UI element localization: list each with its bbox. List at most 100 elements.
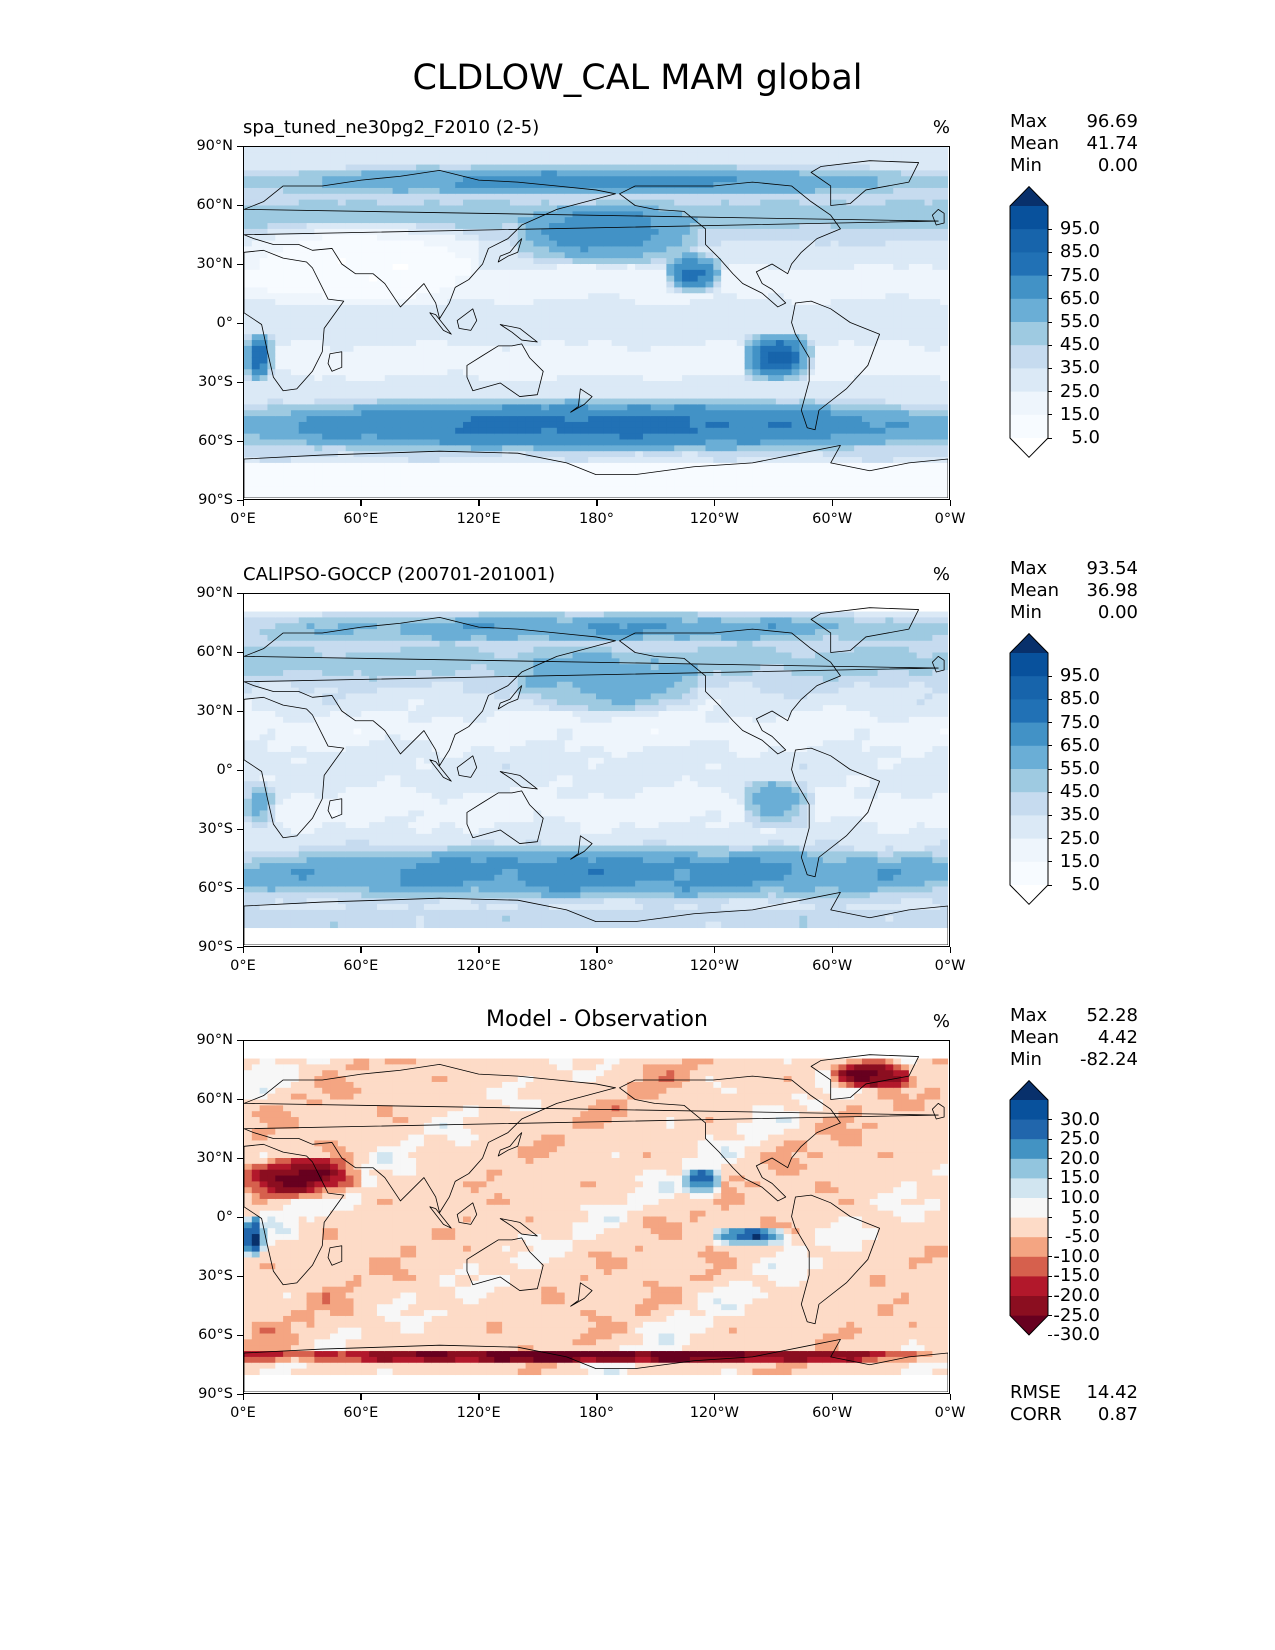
heatmap-cell	[572, 439, 581, 446]
heatmap-cell	[682, 375, 691, 382]
heatmap-cell	[494, 164, 503, 171]
heatmap-cell	[744, 462, 754, 470]
heatmap-cell	[556, 170, 566, 177]
heatmap-cell	[775, 474, 785, 482]
heatmap-cell	[384, 451, 394, 458]
heatmap-cell	[775, 228, 785, 236]
heatmap-cell	[580, 199, 589, 207]
heatmap-cell	[861, 287, 871, 294]
heatmap-cell	[877, 375, 887, 382]
heatmap-cell	[650, 211, 660, 218]
heatmap-cell	[807, 217, 816, 224]
heatmap-cell	[384, 205, 394, 212]
heatmap-cell	[713, 264, 722, 271]
heatmap-cell	[815, 223, 824, 230]
heatmap-cell	[463, 468, 472, 476]
heatmap-cell	[697, 439, 707, 446]
heatmap-cell	[423, 345, 433, 353]
heatmap-cell	[697, 322, 707, 329]
heatmap-cell	[768, 164, 777, 171]
heatmap-cell	[517, 474, 527, 482]
heatmap-cell	[517, 357, 527, 365]
heatmap-cell	[822, 322, 832, 329]
heatmap-cell	[322, 363, 331, 370]
heatmap-cell	[376, 486, 386, 493]
heatmap-cell	[619, 340, 628, 347]
heatmap-cell	[705, 334, 714, 341]
heatmap-cell	[635, 486, 644, 493]
heatmap-cell	[830, 228, 840, 236]
heatmap-cell	[251, 240, 261, 248]
heatmap-cell	[322, 392, 331, 400]
heatmap-cell	[330, 275, 339, 283]
heatmap-cell	[384, 492, 394, 498]
heatmap-cell	[822, 316, 832, 324]
heatmap-cell	[431, 468, 441, 476]
heatmap-cell	[760, 193, 769, 201]
heatmap-cell	[869, 228, 879, 236]
heatmap-cell	[463, 304, 472, 312]
heatmap-cell	[736, 152, 746, 160]
heatmap-cell	[619, 410, 628, 417]
heatmap-cell	[768, 199, 777, 207]
heatmap-cell	[838, 152, 847, 160]
heatmap-cell	[705, 234, 714, 242]
heatmap-cell	[830, 433, 840, 441]
heatmap-cell	[854, 240, 863, 248]
heatmap-cell	[502, 176, 511, 183]
heatmap-cell	[728, 164, 738, 171]
heatmap-cell	[728, 258, 738, 265]
heatmap-cell	[666, 433, 675, 441]
heatmap-cell	[838, 445, 847, 452]
heatmap-cell	[854, 281, 863, 288]
heatmap-cell	[697, 211, 707, 218]
heatmap-cell	[869, 182, 879, 189]
heatmap-cell	[251, 351, 261, 359]
heatmap-cell	[330, 264, 339, 271]
heatmap-cell	[603, 492, 613, 498]
heatmap-cell	[713, 328, 722, 335]
heatmap-cell	[251, 176, 261, 183]
heatmap-cell	[682, 275, 691, 283]
heatmap-cell	[721, 369, 730, 376]
heatmap-cell	[517, 492, 527, 498]
heatmap-cell	[470, 340, 480, 347]
heatmap-cell	[439, 264, 448, 271]
heatmap-cell	[251, 228, 261, 236]
heatmap-cell	[556, 416, 566, 423]
heatmap-cell	[416, 445, 425, 452]
heatmap-cell	[705, 252, 714, 259]
heatmap-cell	[854, 334, 863, 341]
heatmap-cell	[337, 310, 347, 318]
heatmap-cell	[642, 147, 652, 154]
heatmap-cell	[275, 386, 284, 394]
heatmap-cell	[830, 381, 840, 388]
heatmap-cell	[486, 334, 495, 341]
heatmap-cell	[650, 457, 660, 464]
heatmap-cell	[736, 369, 746, 376]
heatmap-cell	[376, 462, 386, 470]
heatmap-cell	[588, 164, 597, 171]
heatmap-cell	[423, 182, 433, 189]
heatmap-cell	[807, 304, 816, 312]
heatmap-cell	[463, 316, 472, 324]
heatmap-cell	[439, 363, 448, 370]
heatmap-cell	[580, 269, 589, 277]
heatmap-cell	[697, 258, 707, 265]
heatmap-cell	[416, 275, 425, 283]
heatmap-cell	[525, 392, 535, 400]
heatmap-cell	[509, 480, 519, 487]
heatmap-cell	[337, 474, 347, 482]
heatmap-cell	[564, 328, 574, 335]
heatmap-cell	[439, 386, 448, 394]
heatmap-cell	[682, 304, 691, 312]
heatmap-cell	[416, 316, 425, 324]
heatmap-cell	[353, 480, 362, 487]
heatmap-cell	[838, 486, 847, 493]
heatmap-cell	[822, 457, 832, 464]
heatmap-cell	[830, 480, 840, 487]
heatmap-cell	[494, 357, 503, 365]
heatmap-cell	[674, 322, 683, 329]
heatmap-cell	[267, 246, 276, 253]
heatmap-cell	[345, 211, 355, 218]
